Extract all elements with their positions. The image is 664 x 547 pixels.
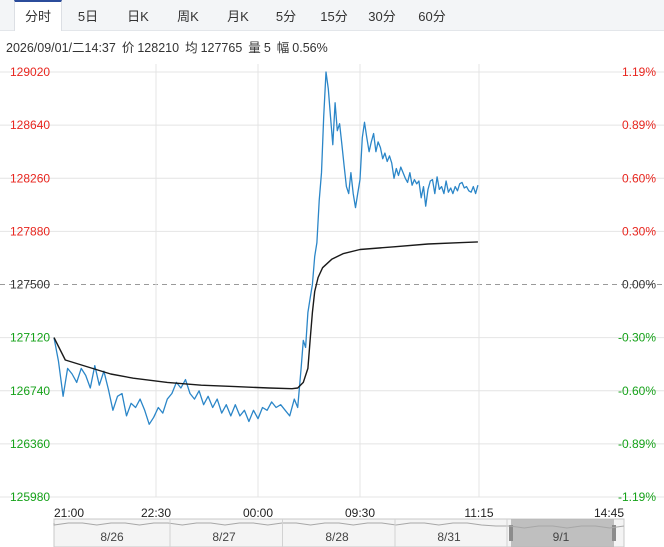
- navigator-handle-right[interactable]: [612, 525, 616, 541]
- tab-6[interactable]: 15分: [320, 9, 348, 24]
- x-tick-label: 14:45: [594, 506, 624, 520]
- y-tick-right: -1.19%: [618, 490, 656, 504]
- info-avg-label: 均: [185, 41, 198, 55]
- tab-2[interactable]: 日K: [127, 9, 149, 24]
- y-tick-right: -0.60%: [618, 384, 656, 398]
- quote-info-bar: 2026/09/01/二14:37 价 128210 均 127765 量 5 幅 0.56%: [6, 37, 334, 56]
- y-tick-left: 127500: [10, 278, 50, 292]
- navigator-date-label: 8/27: [212, 530, 236, 544]
- x-tick-label: 11:15: [464, 506, 493, 520]
- y-tick-left: 128260: [10, 171, 50, 185]
- y-tick-right: -0.30%: [618, 331, 656, 345]
- intraday-chart: 129020 1.19% 128640 0.89% 128260 0.60% 127880 0…: [0, 64, 664, 547]
- avg-line: [53, 241, 478, 390]
- navigator-date-label: 9/1: [553, 530, 570, 544]
- navigator-handle-left[interactable]: [509, 525, 513, 541]
- info-avg: 127765: [200, 41, 243, 55]
- x-tick-label: 21:00: [54, 506, 84, 520]
- y-tick-right: 0.00%: [622, 278, 656, 292]
- tab-8[interactable]: 60分: [418, 9, 446, 24]
- tab-7[interactable]: 30分: [368, 9, 396, 24]
- y-tick-left: 127120: [10, 331, 50, 345]
- y-tick-left: 126740: [10, 384, 50, 398]
- y-tick-right: 0.89%: [622, 118, 656, 132]
- navigator-date-label: 8/28: [325, 530, 349, 544]
- y-tick-left: 129020: [10, 65, 50, 79]
- y-tick-right: 0.30%: [622, 224, 656, 238]
- info-volume: 5: [263, 41, 271, 55]
- y-tick-right: -0.89%: [618, 437, 656, 451]
- tab-5[interactable]: 5分: [275, 9, 297, 24]
- period-tabs: 分时 5日 日K 周K 月K 5分 15分 30分 60分: [0, 0, 664, 31]
- y-tick-left: 127880: [10, 224, 50, 238]
- info-volume-label: 量: [248, 41, 261, 55]
- tab-1[interactable]: 5日: [77, 9, 99, 24]
- navigator: 8/26 8/27 8/28 8/31 9/1: [53, 518, 625, 547]
- info-range: 0.56%: [292, 41, 328, 55]
- navigator-date-label: 8/26: [100, 530, 124, 544]
- info-price-label: 价: [121, 41, 135, 55]
- info-price: 128210: [137, 41, 180, 55]
- navigator-sparkline: [53, 522, 625, 529]
- tab-3[interactable]: 周K: [177, 9, 199, 24]
- x-tick-label: 22:30: [141, 506, 171, 520]
- y-tick-left: 128640: [10, 118, 50, 132]
- x-tick-label: 09:30: [345, 506, 375, 520]
- navigator-date-label: 8/31: [437, 530, 461, 544]
- info-datetime: 2026/09/01/二14:37: [6, 41, 116, 55]
- tab-4[interactable]: 月K: [227, 9, 249, 24]
- tab-0[interactable]: 分时: [14, 0, 62, 31]
- y-tick-right: 0.60%: [622, 171, 656, 185]
- y-tick-right: 1.19%: [622, 65, 656, 79]
- y-tick-left: 125980: [10, 490, 50, 504]
- navigator-selection: [511, 519, 614, 547]
- x-tick-label: 00:00: [243, 506, 273, 520]
- price-line: [53, 71, 479, 425]
- y-tick-left: 126360: [10, 437, 50, 451]
- info-range-label: 幅: [276, 41, 290, 55]
